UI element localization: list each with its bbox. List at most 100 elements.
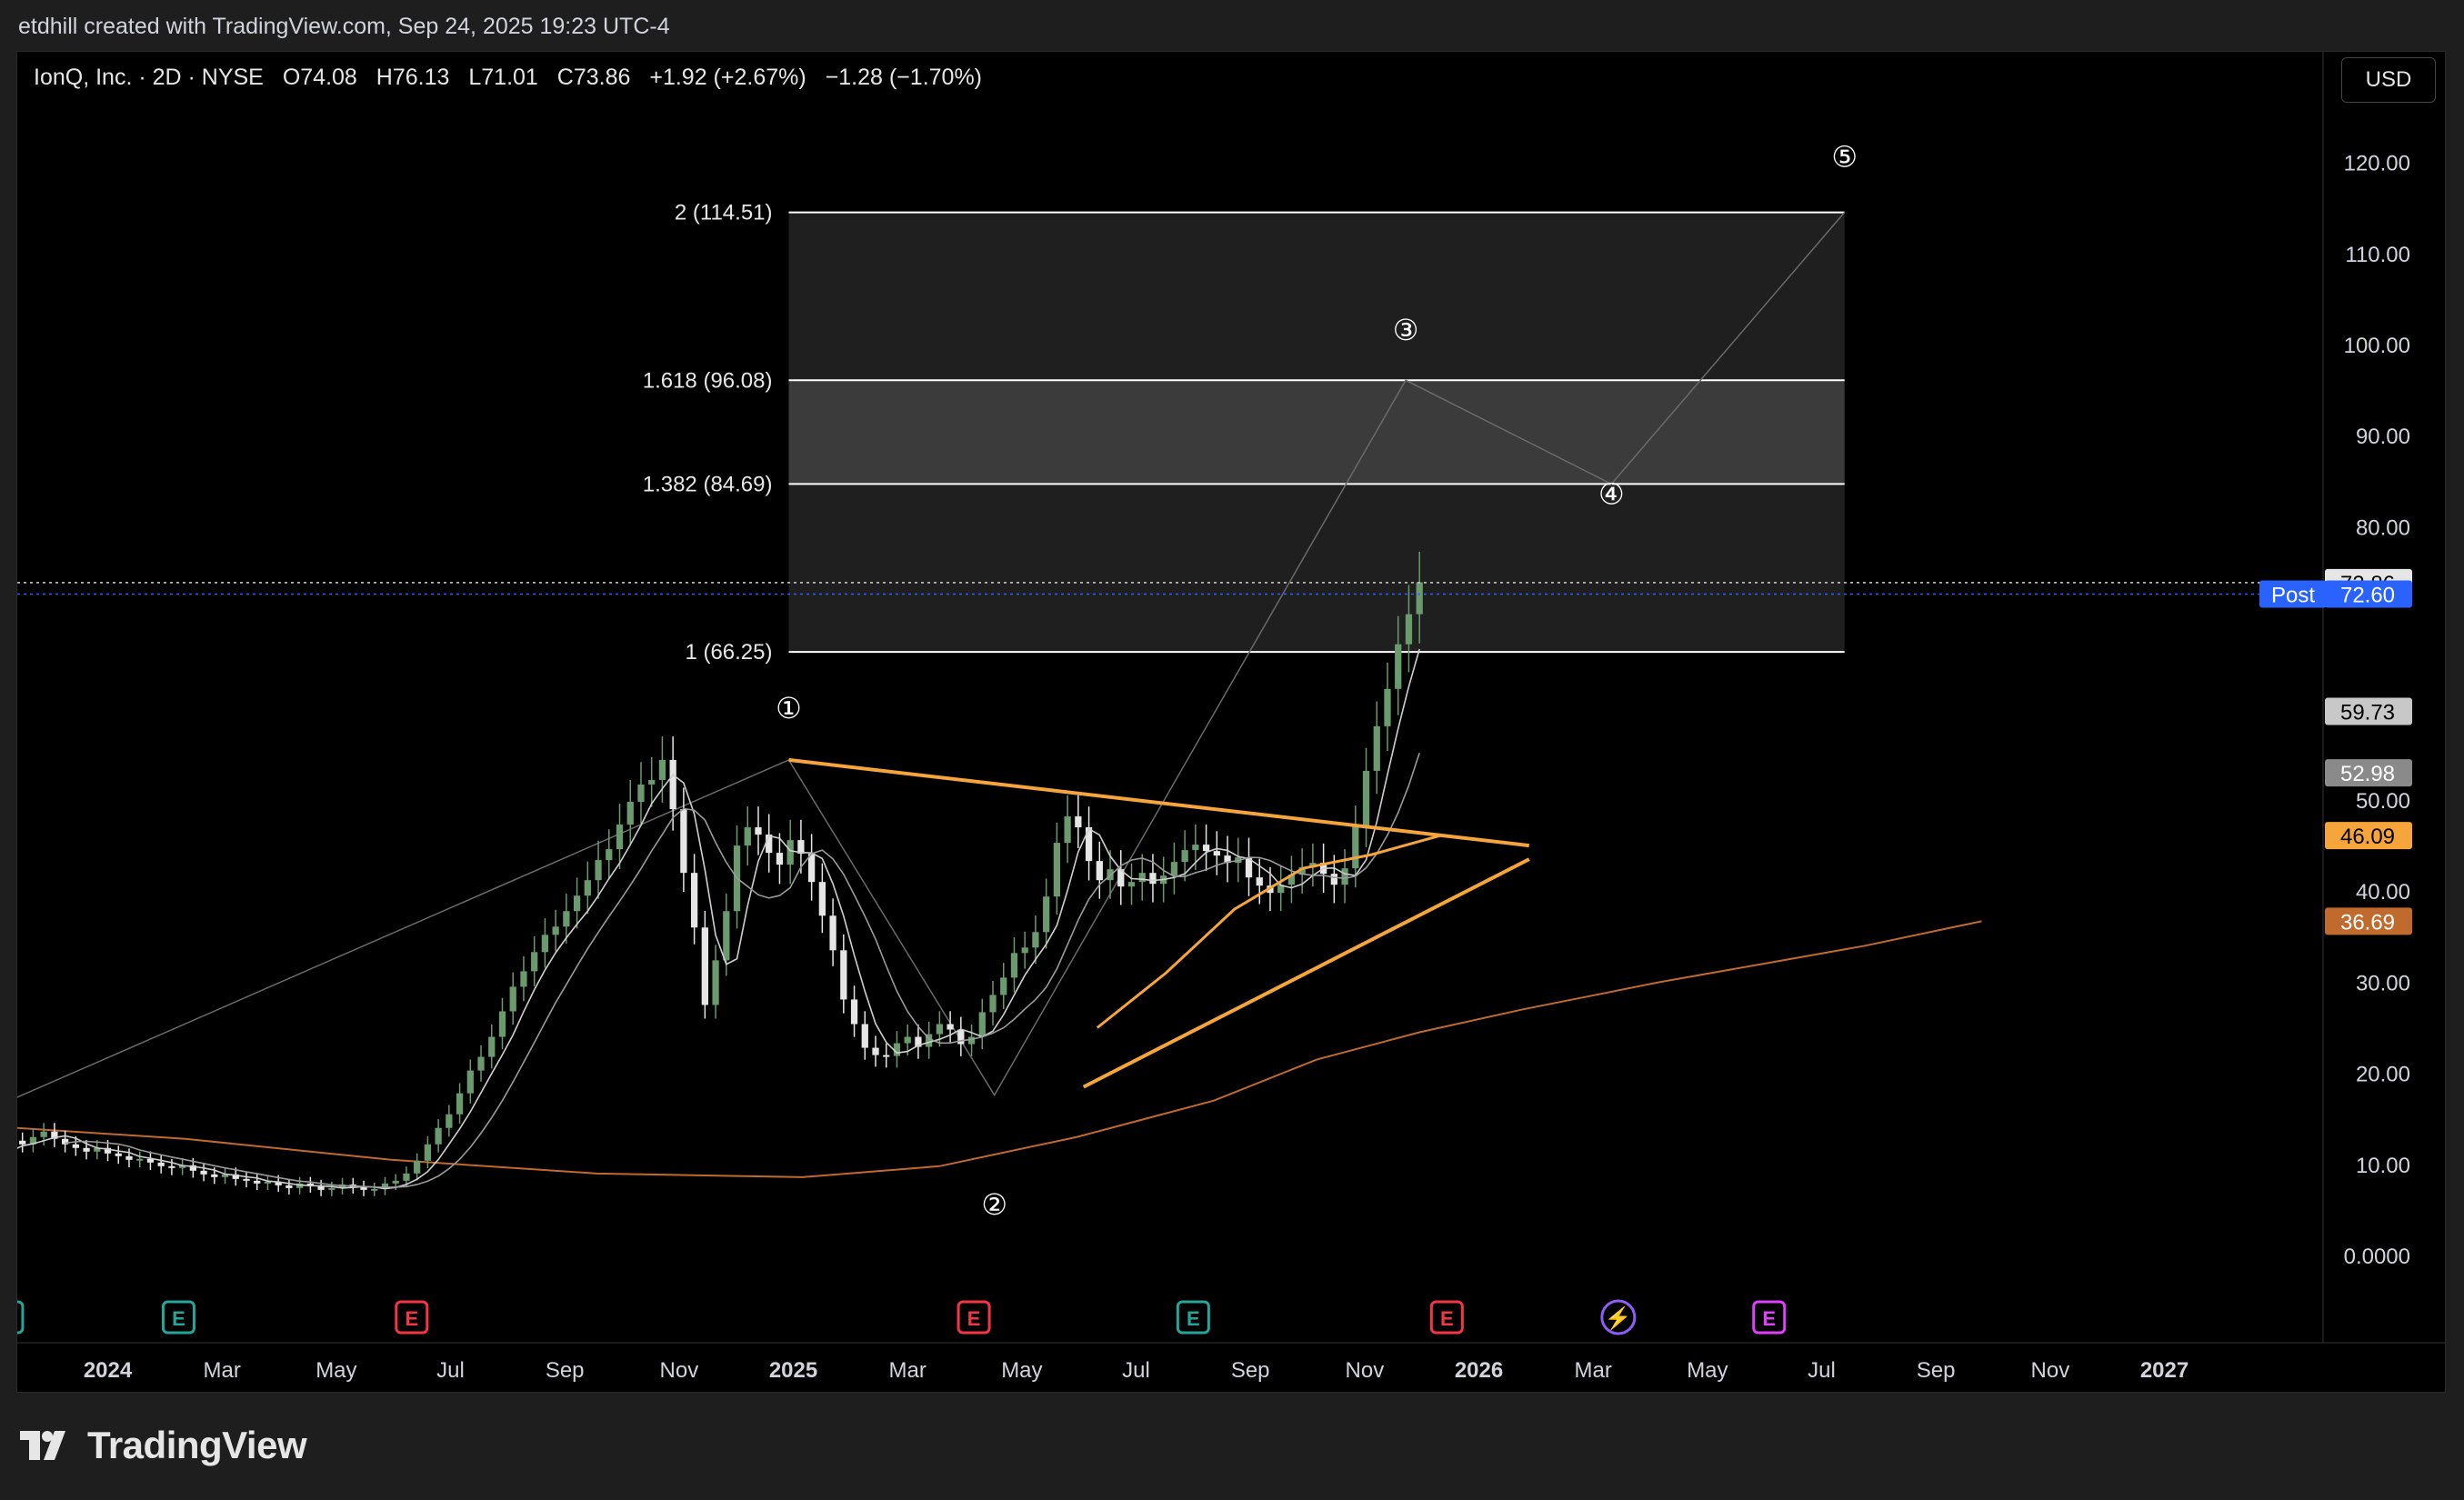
candle-body [1192, 845, 1199, 851]
candle-body [414, 1160, 421, 1174]
candle-body [40, 1131, 47, 1137]
earnings-icon-glyph: E [1440, 1307, 1454, 1330]
candle-body [957, 1029, 965, 1045]
candle-body [157, 1162, 165, 1166]
candle-body [328, 1187, 336, 1190]
candle-body [211, 1174, 218, 1177]
candle-body [424, 1144, 432, 1161]
candle-body [904, 1036, 911, 1044]
candle-body [1256, 877, 1263, 886]
candle-body [520, 971, 527, 987]
candle-body [947, 1024, 954, 1030]
candle-body [915, 1036, 922, 1047]
candle-body [1362, 770, 1370, 827]
post-change-value: −1.28 (−1.70%) [825, 65, 982, 90]
time-tick-label: 2027 [2140, 1358, 2189, 1383]
candle-body [221, 1174, 229, 1177]
price-badge-label: 72.60 [2340, 584, 2395, 608]
earnings-icon [395, 1300, 429, 1335]
candle-body [1287, 875, 1296, 885]
candle-body [1064, 816, 1071, 844]
price-tick-label: 90.00 [2356, 425, 2410, 449]
candle-body [606, 849, 613, 861]
candle-body [146, 1158, 155, 1163]
footer: TradingView [0, 1393, 2464, 1500]
candle-body [1202, 845, 1210, 852]
candle-body [1341, 868, 1348, 885]
currency-button[interactable]: USD [2341, 57, 2436, 103]
earnings-icon [17, 1300, 25, 1335]
price-badge-label: 46.09 [2340, 825, 2395, 849]
price-tick-label: 50.00 [2356, 789, 2410, 814]
candle-body [584, 880, 591, 896]
tradingview-logo-icon [20, 1431, 65, 1460]
candle-body [1053, 843, 1061, 897]
price-tick-label: 0.0000 [2344, 1245, 2410, 1269]
candle-body [595, 860, 602, 881]
candle-body [1352, 826, 1359, 869]
candle-body [1298, 867, 1306, 875]
candle-body [435, 1127, 442, 1145]
earnings-icon-glyph: E [172, 1307, 185, 1330]
candle-body [243, 1178, 250, 1181]
fib-level-label: 1.382 (84.69) [643, 472, 773, 496]
price-badge [2325, 759, 2412, 787]
candle-body [285, 1185, 293, 1188]
moving-average-50 [1096, 834, 1441, 1029]
time-tick-label: May [316, 1358, 356, 1383]
time-tick-label: May [1001, 1358, 1042, 1383]
candle-body [744, 827, 751, 846]
candle-body [446, 1114, 453, 1128]
dividend-icon-glyph: ⚡ [1605, 1305, 1632, 1331]
candle-body [392, 1180, 399, 1184]
candle-body [1181, 850, 1188, 863]
attribution-text: etdhill created with TradingView.com, Se… [18, 14, 670, 39]
price-tick-label: 120.00 [2344, 152, 2410, 176]
wave-label: ③ [1393, 314, 1419, 346]
price-badge-label: 52.98 [2340, 762, 2395, 786]
price-chart[interactable]: 2 (114.51) 1.618 (96.08) 1.382 (84.69) 1 (6… [17, 52, 2446, 1393]
candle-body [936, 1024, 944, 1035]
post-badge-label: Post [2271, 584, 2315, 608]
tradingview-logo[interactable]: TradingView [20, 1424, 307, 1467]
low-value: L71.01 [468, 65, 538, 90]
candle-body [306, 1183, 315, 1186]
candle-body [1245, 857, 1253, 878]
candle-body [1277, 885, 1285, 894]
price-tick-label: 80.00 [2356, 515, 2410, 540]
candle-body [115, 1153, 122, 1156]
chart-panel[interactable]: 2 (114.51) 1.618 (96.08) 1.382 (84.69) 1 (6… [16, 51, 2446, 1393]
fib-level-label: 2 (114.51) [675, 201, 773, 225]
candle-body [72, 1144, 79, 1148]
wave-label: ① [776, 692, 802, 725]
candle-body [168, 1165, 175, 1168]
earnings-icon [957, 1300, 991, 1335]
candle-body [232, 1174, 239, 1179]
time-tick-label: Nov [2031, 1358, 2070, 1383]
time-tick-label: Sep [1231, 1358, 1270, 1383]
candle-body [1075, 816, 1082, 828]
symbol-name[interactable]: IonQ, Inc. · 2D · NYSE [34, 65, 264, 90]
earnings-icon [1176, 1300, 1210, 1335]
post-badge [2259, 580, 2327, 608]
candle-body [1127, 882, 1136, 887]
candle-body [616, 825, 624, 850]
candle-body [637, 784, 645, 803]
candle-body [1117, 869, 1125, 887]
candle-body [807, 854, 816, 883]
candle-body [786, 840, 794, 865]
wave-label: ④ [1598, 477, 1625, 510]
brand-name: TradingView [87, 1424, 307, 1466]
candle-body [83, 1147, 90, 1152]
candle-body [701, 927, 708, 1005]
candle-body [989, 995, 997, 1013]
candle-body [1224, 855, 1231, 864]
candle-body [1330, 874, 1337, 885]
candle-body [466, 1070, 474, 1094]
candle-body [712, 960, 719, 1005]
candle-body [626, 802, 634, 825]
time-tick-label: 2024 [84, 1358, 133, 1383]
candle-body [1043, 896, 1050, 933]
candle-body [690, 873, 698, 928]
candle-body [1138, 873, 1146, 883]
